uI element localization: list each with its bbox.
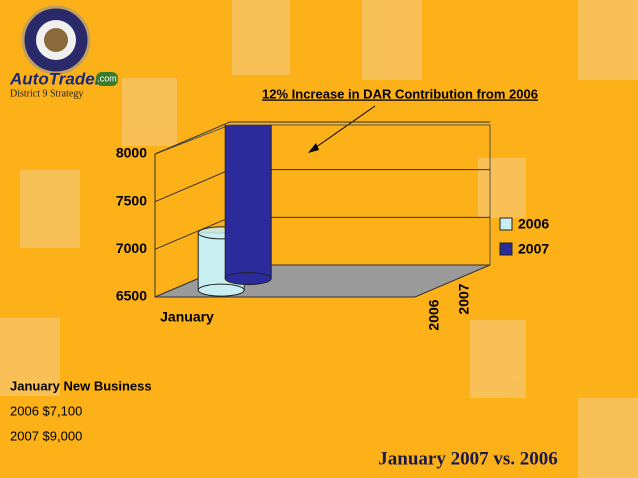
notes-line: 2007 $9,000 [10,428,82,443]
cylinder-base [224,272,272,286]
x-tick-label: January [160,309,214,325]
tagline: District 9 Strategy [10,88,83,99]
depth-label: 2006 [426,299,442,330]
y-tick-label: 7500 [116,192,147,208]
legend-label: 2006 [518,216,549,232]
legend-label: 2007 [518,241,549,257]
notes-line: 2006 $7,100 [10,403,82,418]
brand: AutoTrader [9,69,103,88]
bars [197,125,272,297]
grid-line [154,121,490,155]
chart: 6500 7000 7500 8000 January 2006 2006 2007 2007 [116,121,549,331]
depth-label: 2007 [456,283,472,314]
y-tick-label: 8000 [116,145,147,161]
notes-heading: January New Business [10,378,152,393]
legend-swatch [499,242,513,256]
annotation: 12% Increase in DAR Contribution from 20… [262,86,538,101]
domain-badge [96,72,118,86]
arrow-head [308,143,319,153]
footer: January 2007 vs. 2006 [378,448,557,469]
arrow [311,105,376,151]
cylinder [224,125,272,286]
domain: .com [97,73,117,83]
legend-swatch [499,217,513,231]
y-tick-label: 6500 [116,288,147,304]
cylinder-base [197,283,245,297]
y-tick-label: 7000 [116,240,147,256]
logo: AutoTrader .com District 9 Strategy [9,5,118,99]
